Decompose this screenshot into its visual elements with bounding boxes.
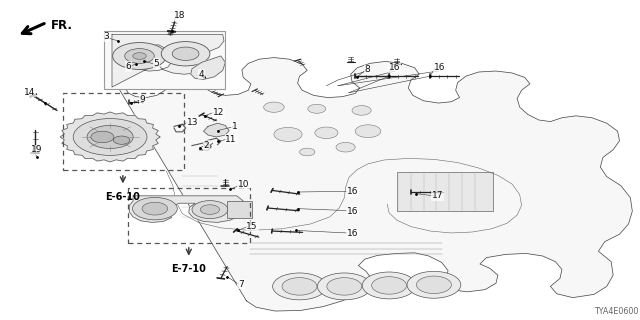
- Circle shape: [172, 47, 199, 60]
- Circle shape: [273, 273, 326, 300]
- Bar: [397, 172, 493, 211]
- Circle shape: [161, 42, 210, 66]
- Circle shape: [417, 276, 451, 293]
- Text: 8: 8: [365, 65, 371, 74]
- Circle shape: [132, 197, 177, 220]
- Text: 4: 4: [198, 70, 204, 79]
- Text: 1: 1: [232, 122, 237, 131]
- Text: 17: 17: [432, 191, 444, 200]
- Text: 12: 12: [212, 108, 224, 117]
- Text: 16: 16: [434, 63, 445, 72]
- Circle shape: [327, 278, 362, 295]
- Circle shape: [355, 125, 381, 138]
- Bar: [227, 201, 252, 218]
- Polygon shape: [204, 123, 229, 137]
- Circle shape: [372, 277, 406, 294]
- Text: 18: 18: [174, 11, 186, 20]
- Circle shape: [362, 272, 416, 299]
- Text: FR.: FR.: [51, 19, 73, 32]
- Circle shape: [315, 127, 338, 139]
- Text: 14: 14: [24, 88, 36, 97]
- Text: 11: 11: [225, 135, 237, 144]
- Bar: [63, 93, 184, 170]
- Text: 15: 15: [246, 222, 258, 231]
- Circle shape: [352, 106, 371, 115]
- Polygon shape: [191, 56, 225, 79]
- Polygon shape: [108, 58, 632, 311]
- Text: E-6-10: E-6-10: [106, 192, 140, 202]
- Circle shape: [308, 104, 326, 113]
- Circle shape: [142, 202, 168, 215]
- Polygon shape: [112, 35, 224, 87]
- Text: 5: 5: [154, 59, 159, 68]
- Text: TYA4E0600: TYA4E0600: [595, 307, 639, 316]
- Text: 9: 9: [140, 95, 145, 104]
- Text: 19: 19: [31, 145, 42, 154]
- Text: 7: 7: [238, 280, 244, 289]
- Circle shape: [87, 125, 133, 148]
- Text: 13: 13: [187, 118, 198, 127]
- Circle shape: [282, 278, 317, 295]
- Circle shape: [91, 131, 114, 143]
- Text: 2: 2: [204, 141, 209, 150]
- Circle shape: [200, 205, 220, 214]
- Circle shape: [274, 127, 302, 141]
- Circle shape: [300, 148, 315, 156]
- Text: 3: 3: [104, 32, 109, 41]
- Text: E-7-10: E-7-10: [172, 264, 206, 274]
- Circle shape: [407, 271, 461, 298]
- Polygon shape: [129, 196, 244, 222]
- Circle shape: [317, 273, 371, 300]
- Text: 16: 16: [389, 63, 401, 72]
- Bar: [128, 188, 250, 243]
- Circle shape: [113, 136, 130, 144]
- Polygon shape: [60, 112, 160, 162]
- Bar: [104, 31, 225, 89]
- Text: 6: 6: [125, 62, 131, 71]
- Text: 16: 16: [347, 188, 358, 196]
- Circle shape: [336, 142, 355, 152]
- Text: 10: 10: [238, 180, 250, 189]
- Circle shape: [192, 201, 228, 219]
- Circle shape: [125, 49, 154, 63]
- Circle shape: [264, 102, 284, 112]
- Text: 16: 16: [347, 229, 358, 238]
- Circle shape: [113, 43, 166, 69]
- Text: 16: 16: [347, 207, 358, 216]
- Circle shape: [133, 52, 147, 60]
- Circle shape: [73, 118, 147, 156]
